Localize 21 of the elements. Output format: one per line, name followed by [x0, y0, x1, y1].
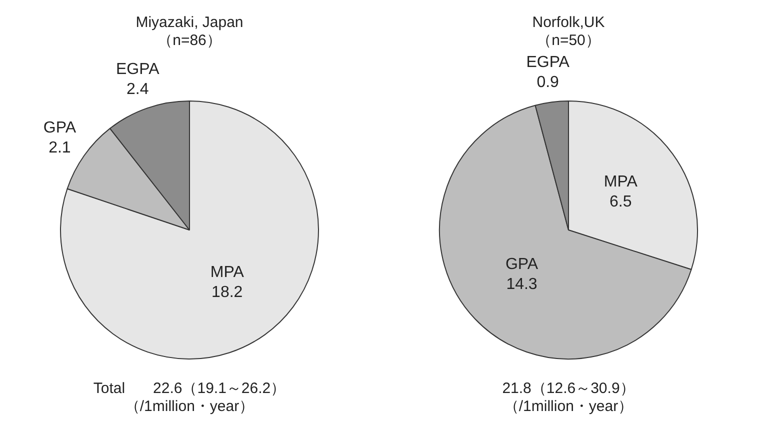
chart-subtitle: （n=50） [536, 32, 600, 50]
text: （/1million・year） [124, 398, 256, 416]
text: 21.8（12.6～30.9） [502, 380, 635, 398]
chart-title: Miyazaki, Japan [136, 14, 244, 32]
data-label: 18.2 [212, 284, 243, 301]
text: （/1million・year） [502, 398, 634, 416]
chart-title: Norfolk,UK [532, 14, 605, 32]
slice-label: MPA [210, 264, 244, 281]
data-label: 14.3 [506, 276, 538, 293]
data-label: 0.9 [536, 74, 560, 91]
slice-label: EGPA [116, 61, 160, 78]
data-label: 2.4 [126, 81, 149, 98]
data-label: 2.1 [48, 140, 71, 157]
chart-subtitle: （n=86） [158, 32, 222, 50]
slice-label: EGPA [526, 54, 570, 71]
text: Total [93, 380, 126, 398]
slice-label: GPA [43, 120, 76, 137]
slice-label: GPA [505, 256, 538, 273]
slice-label: MPA [604, 173, 638, 190]
text: 22.6（19.1～26.2） [153, 380, 286, 398]
data-label: 6.5 [610, 193, 632, 210]
